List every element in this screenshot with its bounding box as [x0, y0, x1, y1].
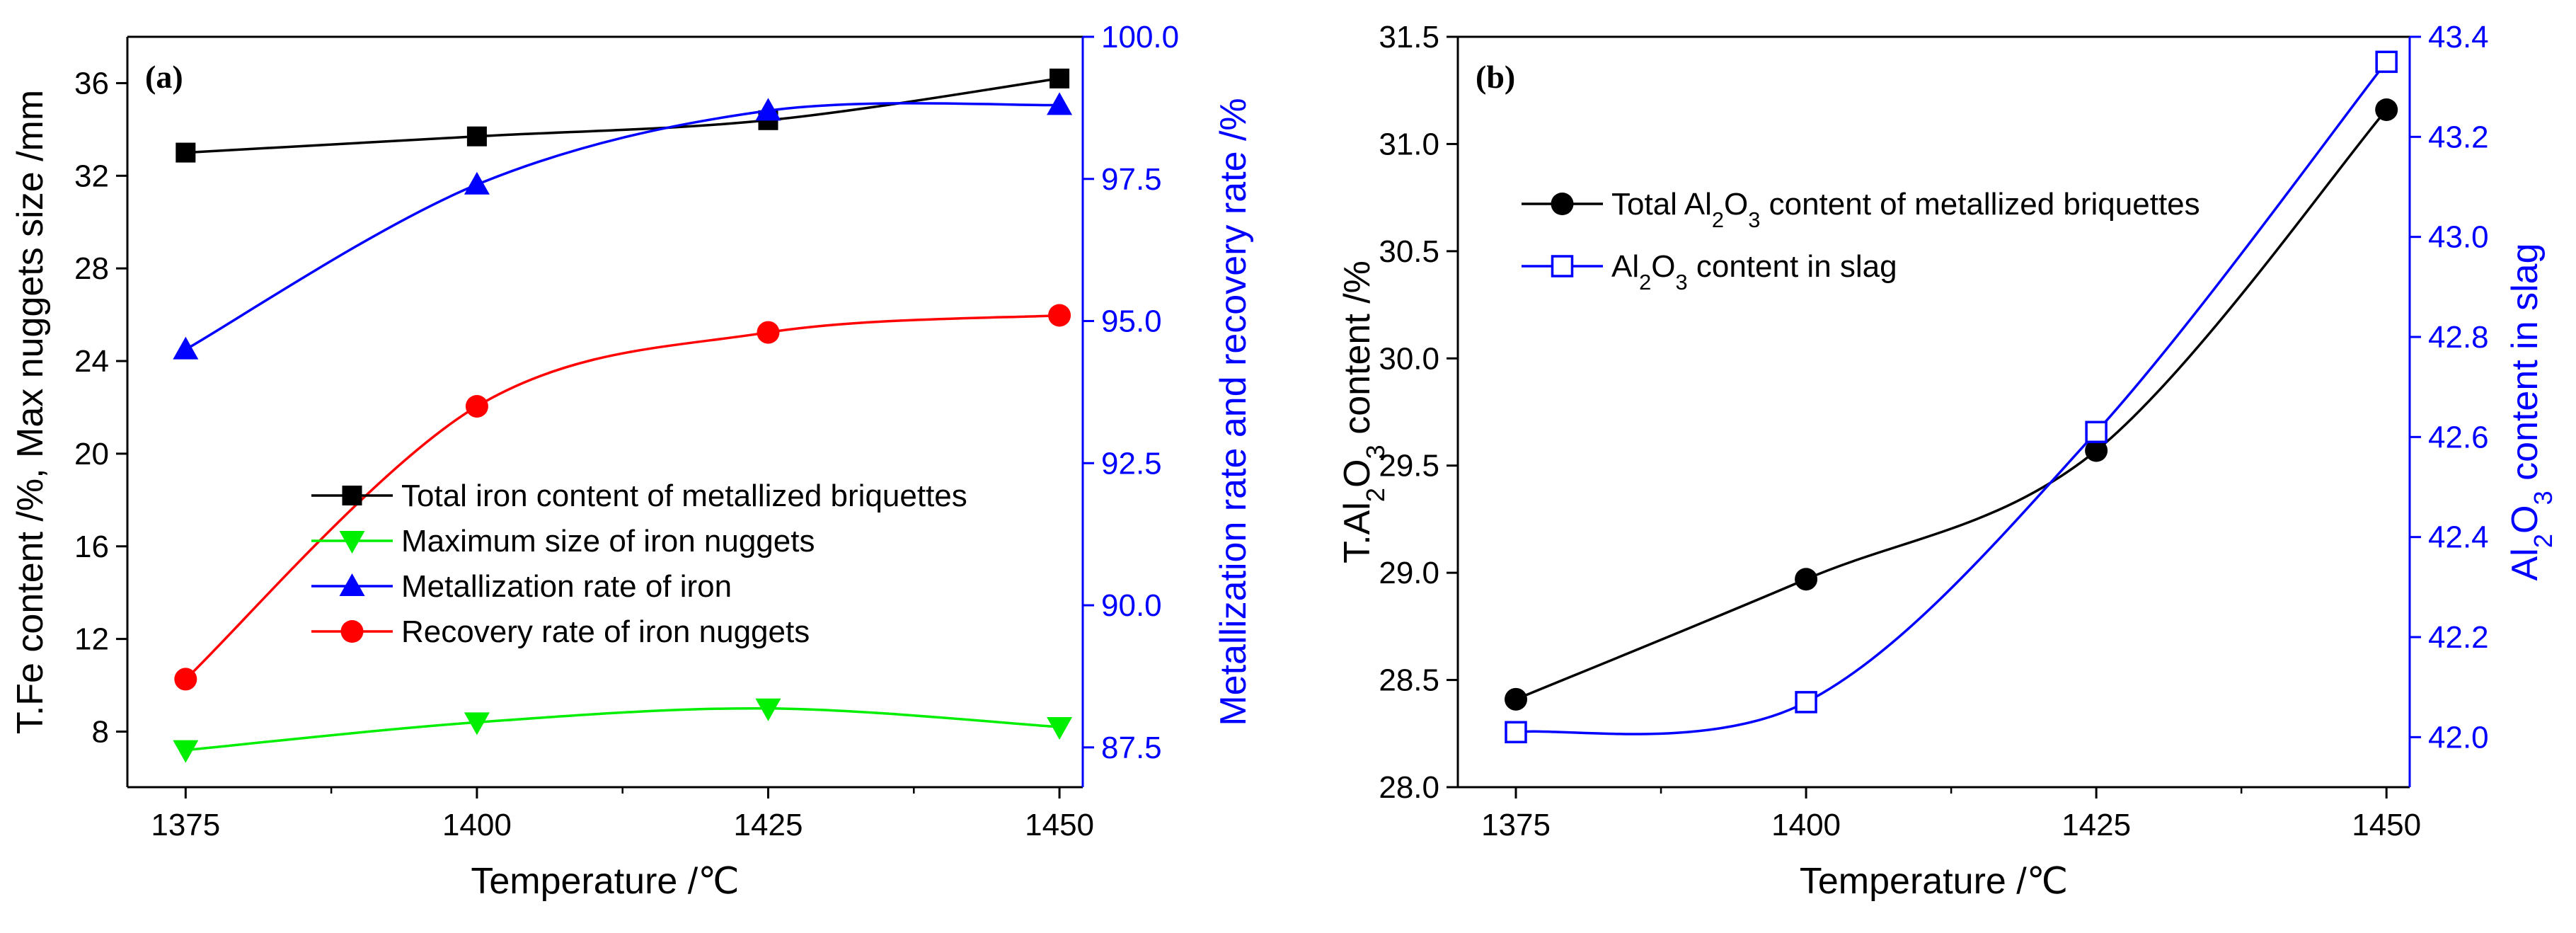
y-left-tick-label: 16 [74, 530, 109, 564]
legend-marker [339, 531, 365, 554]
panel-label: (a) [145, 59, 183, 95]
y-left-tick-label: 36 [74, 66, 109, 101]
data-point-marker [1505, 687, 1528, 711]
panel-a: 1375 1400 1425 1450 8 12 16 20 24 28 32 36 87.5 90.0 9… [10, 20, 1254, 902]
x-tick-label: 1375 [1481, 808, 1551, 842]
y-left-tick-label: 29.0 [1379, 556, 1439, 590]
y-left-tick-label: 28 [74, 251, 109, 286]
data-point-marker [2085, 439, 2108, 462]
legend-marker [1551, 255, 1574, 277]
y-right-tick-label: 97.5 [1101, 162, 1162, 197]
y-right-tick-label: 43.4 [2428, 20, 2489, 55]
data-point-marker [1795, 691, 1817, 714]
y-left-tick-label: 12 [74, 622, 109, 657]
y-right-axis-title: Al2O3 content in slag [2505, 244, 2558, 581]
series-line [1515, 61, 2388, 735]
data-point-marker [173, 740, 199, 763]
y-left-tick-label: 29.5 [1379, 449, 1439, 483]
data-point-marker [466, 126, 487, 147]
data-point-marker [1505, 721, 1527, 744]
data-point-marker [176, 142, 196, 163]
x-tick-label: 1400 [1771, 808, 1841, 842]
y-left-tick-label: 20 [74, 437, 109, 471]
data-point-marker [464, 171, 490, 195]
y-left-tick-label: 31.5 [1379, 20, 1439, 55]
series-line [185, 314, 1060, 680]
y-left-tick-label: 8 [92, 714, 109, 749]
y-right-tick-label: 42.8 [2428, 320, 2489, 355]
data-point-marker [755, 698, 781, 721]
series-line [185, 77, 1060, 154]
y-left-tick-label: 32 [74, 159, 109, 193]
data-point-marker [1048, 304, 1071, 327]
x-tick-label: 1375 [151, 808, 220, 842]
y-left-axis-title: T.Al2O3 content /% [1337, 261, 1390, 563]
legend-marker [340, 620, 364, 643]
series-line [185, 706, 1060, 752]
legend-marker [339, 573, 365, 596]
x-tick-label: 1450 [1025, 808, 1094, 842]
legend-label: Al2O3 content in slag [1611, 249, 1897, 294]
data-point-marker [173, 336, 199, 360]
y-left-tick-label: 28.5 [1379, 663, 1439, 698]
series-line [1515, 108, 2388, 701]
y-right-tick-label: 90.0 [1101, 588, 1162, 623]
y-right-tick-label: 87.5 [1101, 731, 1162, 765]
y-right-tick-label: 92.5 [1101, 446, 1162, 481]
x-tick-label: 1450 [2352, 808, 2421, 842]
data-point-marker [464, 712, 490, 735]
data-point-marker [465, 394, 488, 418]
x-axis-title: Temperature /℃ [1800, 861, 2068, 902]
y-right-tick-label: 42.0 [2428, 720, 2489, 755]
data-point-marker [2085, 420, 2108, 444]
data-point-marker [1795, 568, 1818, 591]
y-right-tick-label: 42.6 [2428, 420, 2489, 454]
legend-marker [342, 486, 362, 505]
y-right-tick-label: 42.4 [2428, 520, 2489, 555]
data-point-marker [755, 98, 781, 121]
y-right-tick-label: 43.2 [2428, 120, 2489, 154]
legend-marker [1551, 193, 1574, 215]
y-left-axis-title: T.Fe content /%, Max nuggets size /mm [10, 90, 51, 734]
x-axis-title: Temperature /℃ [471, 861, 739, 902]
y-right-tick-label: 95.0 [1101, 304, 1162, 339]
data-point-marker [2375, 98, 2398, 121]
series-line [185, 102, 1060, 351]
data-point-marker [1050, 68, 1070, 88]
y-right-tick-label: 100.0 [1101, 20, 1179, 55]
y-left-tick-label: 30.0 [1379, 341, 1439, 376]
y-right-tick-label: 43.0 [2428, 220, 2489, 255]
y-left-tick-label: 31.0 [1379, 127, 1439, 161]
data-point-marker [1047, 716, 1073, 740]
data-point-marker [174, 668, 197, 691]
y-right-tick-label: 42.2 [2428, 620, 2489, 655]
data-point-marker [1047, 92, 1073, 115]
legend-label: Total iron content of metallized briquet… [401, 479, 967, 513]
panel-label: (b) [1476, 59, 1515, 95]
legend-label: Recovery rate of iron nuggets [401, 614, 810, 649]
x-tick-label: 1425 [2062, 808, 2131, 842]
x-tick-label: 1400 [442, 808, 512, 842]
legend-label: Maximum size of iron nuggets [401, 524, 815, 559]
y-left-tick-label: 30.5 [1379, 234, 1439, 269]
y-left-tick-label: 28.0 [1379, 770, 1439, 805]
legend-label: Total Al2O3 content of metallized brique… [1611, 187, 2200, 232]
data-point-marker [2375, 50, 2398, 74]
data-point-marker [757, 321, 780, 344]
y-right-axis-title: Metallization rate and recovery rate /% [1213, 98, 1254, 726]
y-left-tick-label: 24 [74, 344, 109, 379]
panel-b: 1375 1400 1425 1450 28.0 28.5 29.0 29.5 30.0 30.5… [1337, 20, 2558, 902]
x-tick-label: 1425 [734, 808, 803, 842]
legend-label: Metallization rate of iron [401, 569, 732, 604]
